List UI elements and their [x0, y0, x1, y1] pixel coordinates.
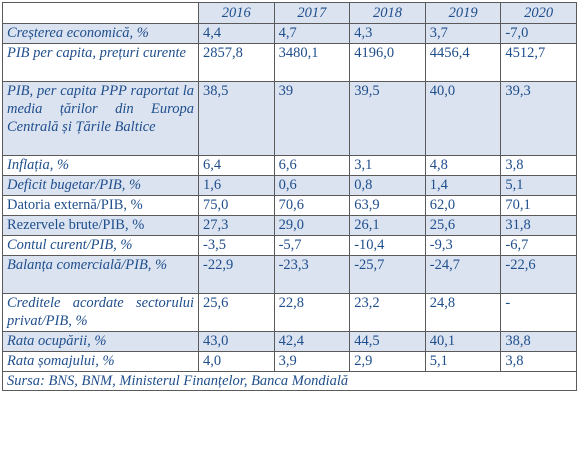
table-row: Rata șomajului, % 4,0 3,9 2,9 5,1 3,8: [2, 351, 577, 372]
value-cell: 62,0: [424, 195, 502, 216]
value-cell: 39,3: [500, 81, 577, 156]
value-cell: 39: [273, 81, 351, 156]
header-label-cell: [2, 2, 199, 24]
value-cell: 4,3: [349, 23, 426, 44]
value-cell: -3,5: [198, 235, 275, 256]
table-row: Deficit bugetar/PIB, % 1,6 0,6 0,8 1,4 5,1: [2, 175, 577, 196]
value-cell: 31,8: [500, 215, 577, 236]
value-cell: 4456,4: [424, 43, 502, 82]
value-cell: 42,4: [273, 331, 351, 352]
value-cell: 2857,8: [198, 43, 275, 82]
value-cell: 6,4: [198, 155, 275, 176]
table-row: Rezervele brute/PIB, % 27,3 29,0 26,1 25,6 31…: [2, 215, 577, 236]
table-row: Creșterea economică, % 4,4 4,7 4,3 3,7 -7,0: [2, 23, 577, 44]
value-cell: 63,9: [349, 195, 426, 216]
statistics-table: 2016 2017 2018 2019 2020 Creșterea econo…: [2, 2, 577, 391]
value-cell: 43,0: [198, 331, 275, 352]
year-header: 2020: [500, 2, 577, 24]
year-header: 2016: [198, 2, 275, 24]
value-cell: -5,7: [273, 235, 351, 256]
value-cell: 0,8: [349, 175, 426, 196]
value-cell: 38,5: [198, 81, 275, 156]
table-row: Rata ocupării, % 43,0 42,4 44,5 40,1 38,8: [2, 331, 577, 352]
value-cell: 2,9: [349, 351, 426, 372]
value-cell: 27,3: [198, 215, 275, 236]
value-cell: 5,1: [500, 175, 577, 196]
value-cell: 4,7: [273, 23, 351, 44]
value-cell: 0,6: [273, 175, 351, 196]
value-cell: 4,0: [198, 351, 275, 372]
value-cell: 3480,1: [273, 43, 351, 82]
value-cell: 40,1: [424, 331, 502, 352]
value-cell: 3,9: [273, 351, 351, 372]
row-label: PIB, per capita PPP raportat la media ță…: [2, 81, 199, 156]
table-row: PIB, per capita PPP raportat la media ță…: [2, 81, 577, 156]
row-label: PIB per capita, prețuri curente: [2, 43, 199, 82]
row-label: Creșterea economică, %: [2, 23, 199, 44]
value-cell: 1,6: [198, 175, 275, 196]
value-cell: -22,9: [198, 255, 275, 294]
value-cell: -23,3: [273, 255, 351, 294]
value-cell: -10,4: [349, 235, 426, 256]
value-cell: 4196,0: [349, 43, 426, 82]
table-row: PIB per capita, prețuri curente 2857,8 348…: [2, 43, 577, 82]
value-cell: 24,8: [424, 293, 502, 332]
table-row: Inflația, % 6,4 6,6 3,1 4,8 3,8: [2, 155, 577, 176]
value-cell: 4,8: [424, 155, 502, 176]
value-cell: 1,4: [424, 175, 502, 196]
table-row: Creditele acordate sectorului privat/PIB…: [2, 293, 577, 332]
value-cell: 70,6: [273, 195, 351, 216]
value-cell: 4,4: [198, 23, 275, 44]
value-cell: 40,0: [424, 81, 502, 156]
row-label: Datoria externă/PIB, %: [2, 195, 199, 216]
row-label: Inflația, %: [2, 155, 199, 176]
value-cell: 75,0: [198, 195, 275, 216]
year-header: 2017: [273, 2, 351, 24]
value-cell: 5,1: [424, 351, 502, 372]
value-cell: 44,5: [349, 331, 426, 352]
value-cell: 25,6: [424, 215, 502, 236]
value-cell: 3,7: [424, 23, 502, 44]
value-cell: 6,6: [273, 155, 351, 176]
year-header: 2018: [349, 2, 426, 24]
row-label: Rata ocupării, %: [2, 331, 199, 352]
value-cell: -6,7: [500, 235, 577, 256]
value-cell: 25,6: [198, 293, 275, 332]
table-row: Balanța comercială/PIB, % -22,9 -23,3 -25,7…: [2, 255, 577, 294]
source-row: Sursa: BNS, BNM, Ministerul Finanțelor, …: [2, 371, 577, 391]
value-cell: -25,7: [349, 255, 426, 294]
row-label: Balanța comercială/PIB, %: [2, 255, 199, 294]
row-label: Rezervele brute/PIB, %: [2, 215, 199, 236]
value-cell: 3,8: [500, 351, 577, 372]
value-cell: 26,1: [349, 215, 426, 236]
row-label: Creditele acordate sectorului privat/PIB…: [2, 293, 199, 332]
row-label: Deficit bugetar/PIB, %: [2, 175, 199, 196]
value-cell: 3,8: [500, 155, 577, 176]
value-cell: -7,0: [500, 23, 577, 44]
value-cell: 29,0: [273, 215, 351, 236]
value-cell: -22,6: [500, 255, 577, 294]
row-label: Contul curent/PIB, %: [2, 235, 199, 256]
value-cell: -: [500, 293, 577, 332]
table-row: Contul curent/PIB, % -3,5 -5,7 -10,4 -9,3 -6,…: [2, 235, 577, 256]
table-row: Datoria externă/PIB, % 75,0 70,6 63,9 62,0 70…: [2, 195, 577, 216]
source-note: Sursa: BNS, BNM, Ministerul Finanțelor, …: [2, 371, 577, 391]
value-cell: 3,1: [349, 155, 426, 176]
value-cell: 38,8: [500, 331, 577, 352]
value-cell: 70,1: [500, 195, 577, 216]
value-cell: 23,2: [349, 293, 426, 332]
year-header: 2019: [424, 2, 502, 24]
value-cell: 39,5: [349, 81, 426, 156]
value-cell: -9,3: [424, 235, 502, 256]
value-cell: -24,7: [424, 255, 502, 294]
header-row: 2016 2017 2018 2019 2020: [2, 2, 577, 24]
value-cell: 22,8: [273, 293, 351, 332]
row-label: Rata șomajului, %: [2, 351, 199, 372]
value-cell: 4512,7: [500, 43, 577, 82]
